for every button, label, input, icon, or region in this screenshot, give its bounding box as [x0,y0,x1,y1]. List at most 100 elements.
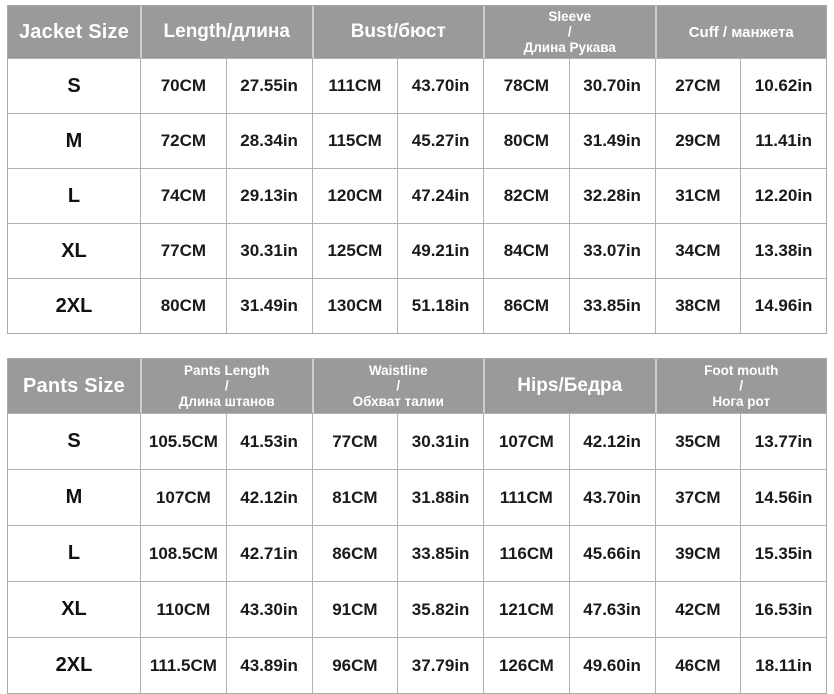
value-cell: 42.12in [568,414,655,469]
value-cell: 49.21in [397,224,483,278]
value-cell: 47.24in [397,169,483,223]
value-cell: 16.53in [740,582,826,637]
value-cell: 45.66in [568,526,655,581]
value-cell: 72CM [140,114,226,168]
table-row: M 107CM 42.12in 81CM 31.88in 111CM 43.70… [8,469,826,525]
table-row: 2XL 80CM 31.49in 130CM 51.18in 86CM 33.8… [8,278,826,333]
pants-length-header: Pants Length / Длина штанов [140,359,312,413]
pants-size-header: Pants Size [22,374,126,397]
value-cell: 42.71in [225,526,312,581]
value-cell: 38CM [654,279,741,333]
value-cell: 31.49in [568,114,655,168]
header-line: Sleeve [548,8,592,24]
size-cell: XL [61,239,87,262]
value-cell: 31.49in [225,279,312,333]
value-cell: 45.27in [397,114,483,168]
value-cell: 32.28in [568,169,655,223]
value-cell: 115CM [311,114,398,168]
value-cell: 31.88in [397,470,483,525]
value-cell: 41.53in [225,414,312,469]
header-line: Обхват талии [352,393,444,409]
table-row: S 70CM 27.55in 111CM 43.70in 78CM 30.70i… [8,58,826,113]
jacket-size-table: Jacket Size Length/длина Bust/бюст Sleev… [7,5,827,334]
jacket-size-header: Jacket Size [18,20,130,43]
table-row: L 108.5CM 42.71in 86CM 33.85in 116CM 45.… [8,525,826,581]
size-cell: 2XL [55,294,93,317]
value-cell: 33.85in [568,279,655,333]
header-line: / [739,378,744,394]
value-cell: 130CM [311,279,398,333]
table-row: L 74CM 29.13in 120CM 47.24in 82CM 32.28i… [8,168,826,223]
value-cell: 12.20in [740,169,826,223]
table-gap [7,334,827,358]
value-cell: 35CM [654,414,741,469]
value-cell: 86CM [311,526,398,581]
value-cell: 42CM [654,582,741,637]
value-cell: 28.34in [225,114,312,168]
value-cell: 43.70in [397,59,483,113]
pants-table-header-row: Pants Size Pants Length / Длина штанов W… [8,359,826,413]
value-cell: 42.12in [225,470,312,525]
value-cell: 27CM [654,59,741,113]
header-line: Foot mouth [704,362,779,378]
value-cell: 110CM [140,582,226,637]
value-cell: 80CM [140,279,226,333]
value-cell: 34CM [654,224,741,278]
value-cell: 35.82in [397,582,483,637]
value-cell: 33.85in [397,526,483,581]
header-line: Waistline [368,362,428,378]
value-cell: 51.18in [397,279,483,333]
jacket-bust-header: Bust/бюст [311,6,484,58]
value-cell: 31CM [654,169,741,223]
value-cell: 37.79in [397,638,483,693]
value-cell: 111CM [311,59,398,113]
size-cell: L [67,542,81,564]
header-line: / [567,24,572,40]
header-line: Нога рот [712,393,771,409]
value-cell: 120CM [311,169,398,223]
value-cell: 91CM [311,582,398,637]
value-cell: 11.41in [740,114,826,168]
value-cell: 108.5CM [140,526,226,581]
header-line: / [224,378,229,394]
header-line: / [396,378,401,394]
table-row: 2XL 111.5CM 43.89in 96CM 37.79in 126CM 4… [8,637,826,693]
value-cell: 46CM [654,638,741,693]
value-cell: 43.70in [568,470,655,525]
value-cell: 18.11in [740,638,826,693]
value-cell: 15.35in [740,526,826,581]
value-cell: 116CM [483,526,569,581]
pants-hips-header: Hips/Бедра [483,359,655,413]
jacket-table-header-row: Jacket Size Length/длина Bust/бюст Sleev… [8,6,826,58]
value-cell: 29.13in [225,169,312,223]
value-cell: 43.30in [225,582,312,637]
value-cell: 49.60in [568,638,655,693]
value-cell: 14.56in [740,470,826,525]
value-cell: 39CM [654,526,741,581]
header-line: Длина штанов [178,393,275,409]
value-cell: 77CM [311,414,398,469]
value-cell: 70CM [140,59,226,113]
value-cell: 37CM [654,470,741,525]
value-cell: 78CM [483,59,569,113]
size-cell: M [65,129,83,152]
pants-foot-mouth-header: Foot mouth / Нога рот [654,359,827,413]
value-cell: 33.07in [568,224,655,278]
pants-waistline-header: Waistline / Обхват талии [311,359,484,413]
value-cell: 30.31in [397,414,483,469]
value-cell: 74CM [140,169,226,223]
header-line: Pants Length [183,362,270,378]
value-cell: 30.70in [568,59,655,113]
header-line: Длина Рукава [523,39,616,55]
table-row: M 72CM 28.34in 115CM 45.27in 80CM 31.49i… [8,113,826,168]
value-cell: 107CM [483,414,569,469]
table-row: S 105.5CM 41.53in 77CM 30.31in 107CM 42.… [8,413,826,469]
value-cell: 13.77in [740,414,826,469]
value-cell: 125CM [311,224,398,278]
value-cell: 47.63in [568,582,655,637]
jacket-length-header: Length/длина [140,6,312,58]
value-cell: 111CM [483,470,569,525]
value-cell: 13.38in [740,224,826,278]
value-cell: 81CM [311,470,398,525]
